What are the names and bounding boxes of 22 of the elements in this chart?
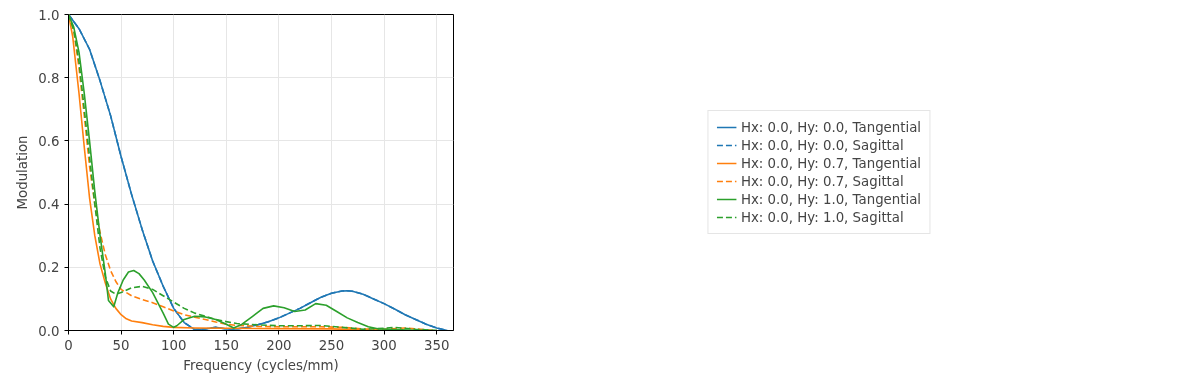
- y-tick-label: 1.0: [38, 7, 60, 23]
- x-tick-label: 200: [266, 337, 292, 353]
- legend-label: Hx: 0.0, Hy: 1.0, Sagittal: [740, 209, 904, 225]
- x-tick-label: 0: [64, 337, 73, 353]
- x-tick-label: 350: [423, 337, 450, 353]
- y-tick-label: 0.2: [38, 260, 60, 276]
- legend-label: Hx: 0.0, Hy: 0.7, Sagittal: [740, 173, 904, 189]
- x-tick-label: 250: [318, 337, 345, 353]
- x-tick-label: 150: [213, 337, 240, 353]
- y-tick-label: 0.8: [38, 70, 60, 86]
- x-tick-label: 300: [371, 337, 397, 353]
- y-tick-label: 0.4: [38, 197, 60, 213]
- x-tick-label: 100: [160, 337, 187, 353]
- legend-label: Hx: 0.0, Hy: 1.0, Tangential: [740, 191, 922, 207]
- legend-label: Hx: 0.0, Hy: 0.0, Sagittal: [740, 137, 904, 153]
- x-tick-label: 50: [112, 337, 130, 353]
- legend-label: Hx: 0.0, Hy: 0.0, Tangential: [740, 119, 922, 135]
- y-axis-title: Modulation: [15, 135, 31, 210]
- x-axis-title: Frequency (cycles/mm): [183, 357, 339, 373]
- legend-label: Hx: 0.0, Hy: 0.7, Tangential: [740, 155, 922, 171]
- y-tick-label: 0.6: [38, 133, 60, 149]
- y-tick-label: 0.0: [38, 323, 60, 339]
